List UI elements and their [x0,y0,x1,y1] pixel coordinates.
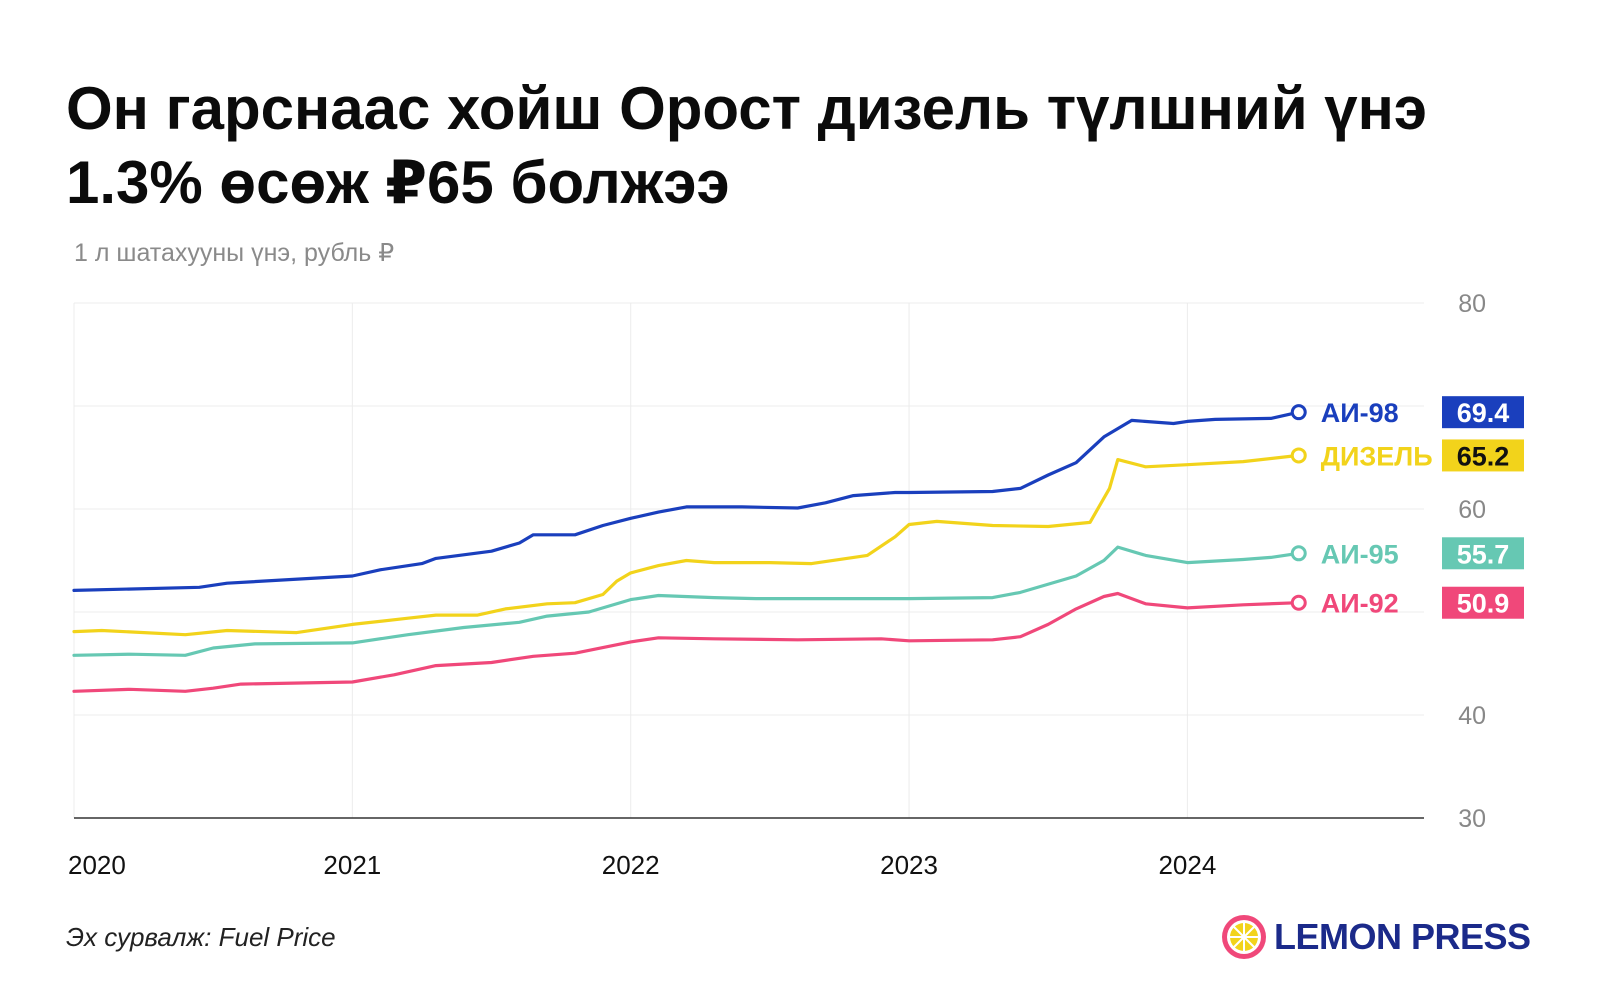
series-label: АИ-92 [1321,589,1399,619]
series-label: АИ-95 [1321,539,1399,569]
series-line [72,453,1301,637]
source-note: Эх сурвалж: Fuel Price [66,922,336,952]
series-value-badge [1442,537,1524,570]
series-end-marker [1290,545,1307,562]
series-value-label: 55.7 [1457,539,1510,569]
series-end-marker [1290,404,1307,421]
series-line [72,410,1301,592]
series-value-label: 69.4 [1457,398,1510,428]
series-line [72,591,1301,693]
page-title: Он гарснаас хойш Орост дизель түлшний үн… [66,75,1428,216]
series-label: АИ-98 [1321,398,1399,428]
brand-logo[interactable]: LEMON PRESS [1220,912,1531,962]
chart-subtitle: 1 л шатахууны үнэ, рубль ₽ [74,239,395,267]
brand-name: LEMON PRESS [1274,916,1531,957]
y-tick-label: 30 [1458,805,1486,833]
series-value-label: 65.2 [1457,441,1510,471]
x-tick-label: 2021 [323,850,381,880]
x-tick-label: 2023 [880,850,938,880]
series-value-badge [1442,396,1524,429]
x-tick-label: 2022 [602,850,660,880]
series-value-label: 50.9 [1457,589,1510,619]
y-tick-label: 80 [1458,290,1486,318]
x-tick-label: 2020 [68,850,126,880]
series-line [72,545,1301,657]
y-tick-label: 40 [1458,702,1486,730]
x-tick-label: 2024 [1158,850,1216,880]
fuel-price-line-chart: 30 40 60 80 2020 2021 2022 2023 2024 АИ-98 69.4 ДИЗ… [68,290,1524,880]
series-value-badge [1442,586,1524,619]
series-end-marker [1290,447,1307,464]
series-end-marker [1290,594,1307,611]
series-label: ДИЗЕЛЬ [1321,441,1433,471]
lemon-icon [1222,915,1266,959]
series-value-badge [1442,439,1524,472]
y-tick-label: 60 [1458,496,1486,524]
